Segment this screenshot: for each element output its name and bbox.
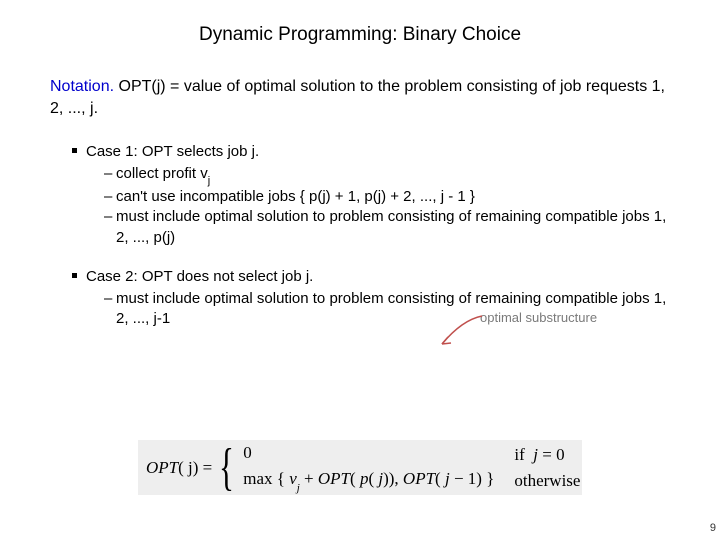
formula-conditions: if j = 0 otherwise — [514, 445, 580, 491]
case-1-item-a: collect profit vj — [104, 164, 670, 187]
cases-list: Case 1: OPT selects job j. collect profi… — [50, 141, 670, 329]
slide: Dynamic Programming: Binary Choice Notat… — [0, 0, 720, 540]
case-1-lead: Case 1: OPT selects job j. — [86, 143, 259, 160]
notation-text: OPT(j) = value of optimal solution to th… — [50, 78, 665, 117]
formula-cond-2: otherwise — [514, 471, 580, 491]
brace-icon: { — [219, 442, 234, 494]
formula-content: OPT( j) = { 0 max { vj + OPT( p( j)), OP… — [138, 440, 582, 495]
formula-row2-v: v — [289, 469, 297, 488]
formula-row2-rest: + OPT( p( j)), OPT( j − 1) } — [300, 469, 495, 488]
annotation-label: optimal substructure — [480, 310, 597, 325]
formula-row2-sub: j — [297, 482, 300, 494]
case-1-a-text: collect profit v — [116, 165, 208, 182]
formula-row2-max: max — [243, 469, 277, 488]
formula-block: OPT( j) = { 0 max { vj + OPT( p( j)), OP… — [138, 440, 582, 495]
notation-block: Notation. OPT(j) = value of optimal solu… — [50, 76, 670, 119]
formula-cond-1: if j = 0 — [514, 445, 580, 465]
slide-title: Dynamic Programming: Binary Choice — [50, 24, 670, 46]
formula-lhs-fn: OPT — [146, 458, 178, 477]
case-2-lead: Case 2: OPT does not select job j. — [86, 268, 313, 285]
notation-keyword: Notation. — [50, 78, 114, 95]
formula-row-1: 0 — [243, 443, 494, 463]
formula-lhs-arg: ( j) = — [178, 458, 212, 477]
case-1-item-b: can't use incompatible jobs { p(j) + 1, … — [104, 187, 670, 207]
formula-lhs: OPT( j) = — [146, 458, 212, 478]
page-number: 9 — [710, 522, 716, 534]
case-1-a-sub: j — [208, 175, 210, 187]
arrow-icon — [432, 310, 488, 352]
formula-row-2: max { vj + OPT( p( j)), OPT( j − 1) } — [243, 469, 494, 491]
case-1-item-c: must include optimal solution to problem… — [104, 207, 670, 248]
case-1: Case 1: OPT selects job j. collect profi… — [72, 141, 670, 248]
formula-cases: 0 max { vj + OPT( p( j)), OPT( j − 1) } — [243, 443, 494, 491]
case-1-sublist: collect profit vj can't use incompatible… — [86, 164, 670, 248]
